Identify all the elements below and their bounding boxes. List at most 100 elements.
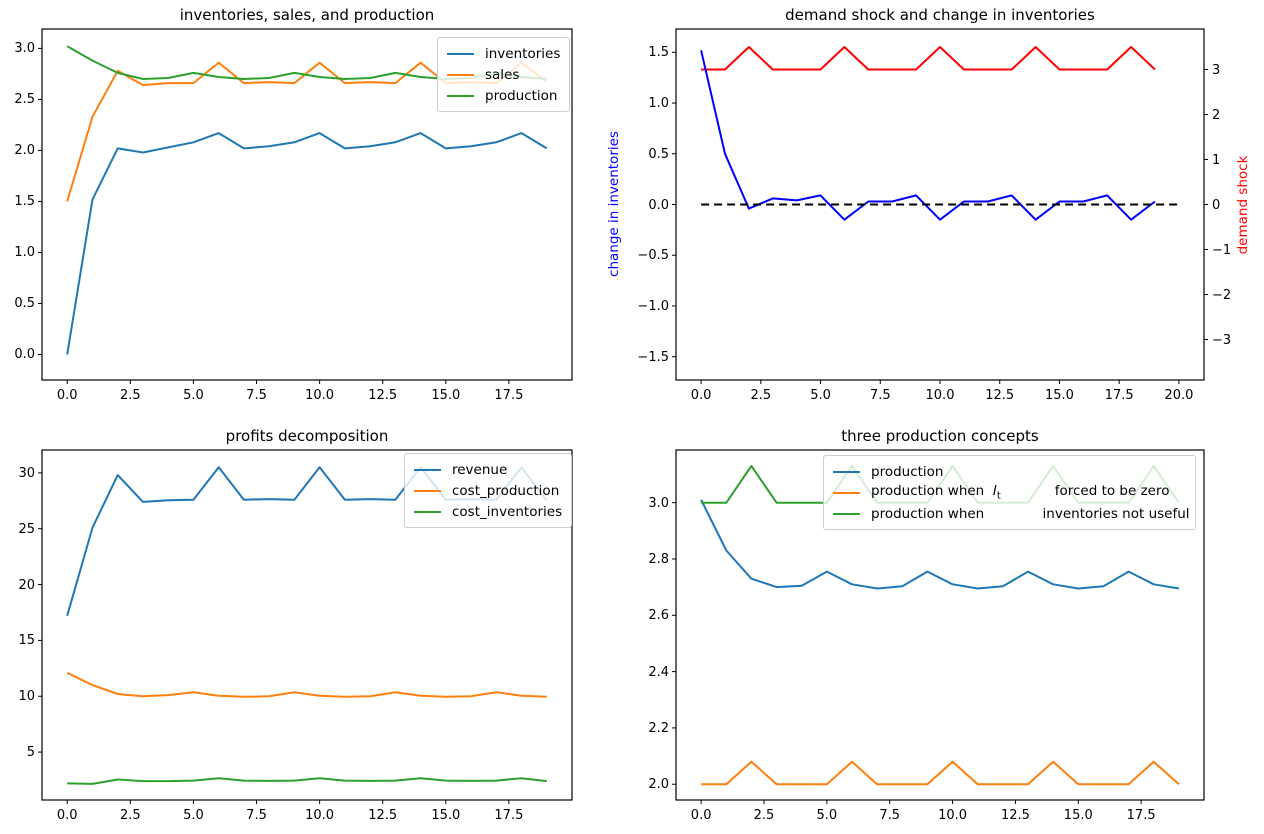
legend-line-swatch [833,491,860,494]
series-inventories [66,132,548,355]
legend-label-segment: production [871,463,944,480]
x-tick-label: 7.5 [246,388,267,403]
legend-label: cost_production [452,482,560,499]
legend: production production when It forced to be… [823,455,1196,530]
y-tick-label: 20 [18,577,35,593]
legend-item: sales [447,64,560,85]
x-tick-label: 17.5 [494,388,524,403]
x-tick-label: 15.0 [431,808,461,823]
y-tick-label: −1.5 [637,349,669,365]
y-right-tick-label: 1 [1212,152,1221,168]
y-tick-label: 2.8 [648,551,669,567]
legend-item: production when It forced to be zero [833,482,1186,503]
subplot3-title: profits decomposition [225,427,389,445]
y-tick-label: 30 [18,465,35,481]
legend-label: revenue [452,461,508,478]
x-tick-label: 15.0 [431,388,461,403]
legend-label-segment: forced to be zero [1054,483,1170,500]
y-tick-label: 0.0 [14,347,35,363]
legend-line-swatch [447,52,474,55]
x-tick-label: 7.5 [869,388,891,403]
legend-line-swatch [414,468,441,471]
legend-item: production [447,85,560,106]
x-tick-label: 12.5 [368,808,398,823]
y-tick-label: 10 [18,689,35,705]
legend: revenue cost_production cost_inventories [404,453,573,528]
y-tick-label: 1.0 [14,245,35,261]
x-tick-label: 5.0 [183,388,204,403]
x-tick-label: 10.0 [925,388,955,403]
legend-item: cost_production [414,480,562,501]
legend-item: revenue [414,459,562,480]
legend-item: production [833,461,1186,482]
y-tick-label: 2.0 [14,143,35,159]
y-tick-label: 2.4 [648,664,669,680]
y-tick-label: 0.5 [14,296,35,312]
x-tick-label: 2.5 [119,388,141,403]
x-tick-label: 5.0 [183,808,204,823]
legend-label: production when It forced to be zero [871,483,1170,502]
x-tick-label: 12.5 [368,388,398,403]
y-tick-label: 15 [18,633,35,649]
axes-frame [675,449,1205,801]
x-tick-label: 10.0 [938,808,968,823]
x-tick-label: 15.0 [1044,388,1074,403]
x-tick-label: 5.0 [816,808,838,823]
x-tick-label: 12.5 [1000,808,1030,823]
y-tick-label: 0.0 [648,197,669,213]
legend-line-swatch [447,94,474,97]
y-tick-label: 1.5 [648,45,669,61]
y-tick-label: 2.5 [14,92,35,108]
legend-line-swatch [833,512,860,515]
legend-label: production [871,464,944,480]
x-tick-label: 17.5 [1104,388,1134,403]
legend-item: inventories [447,43,560,64]
legend-label-segment: inventories not useful [1038,505,1190,522]
legend-label-segment: production when [871,483,993,500]
y-tick-label: −0.5 [637,248,669,264]
x-tick-label: 7.5 [879,808,901,823]
y-tick-label: 25 [18,521,35,537]
y-right-tick-label: −3 [1212,332,1232,348]
y-tick-label: 3.0 [14,41,35,57]
legend-label: inventories [485,45,561,62]
legend-label-segment: production when [871,505,985,522]
y-right-tick-label: 0 [1212,197,1221,213]
y-tick-label: 0.5 [648,146,669,162]
y-tick-label: 2.6 [648,608,669,624]
legend-label: production [485,87,558,104]
legend-label: cost_inventories [452,503,563,520]
y-tick-label: 5 [26,745,35,761]
x-tick-label: 10.0 [305,808,335,823]
legend-line-swatch [447,73,474,76]
legend: inventories sales production [437,37,571,112]
x-tick-label: 10.0 [305,388,335,403]
axes-frame [675,28,1205,381]
legend-line-swatch [414,489,441,492]
legend-line-swatch [833,470,860,473]
x-tick-label: 7.5 [246,808,267,823]
x-tick-label: 2.5 [119,808,141,823]
x-tick-label: 20.0 [1164,388,1194,403]
x-tick-label: 2.5 [750,388,772,403]
x-tick-label: 12.5 [985,388,1015,403]
legend-label-segment: I [992,483,997,500]
legend-label: sales [485,66,520,83]
x-tick-label: 0.0 [56,808,78,823]
y-tick-label: 1.5 [14,194,35,210]
y-right-tick-label: −1 [1212,242,1232,258]
legend-item: cost_inventories [414,501,562,522]
y-tick-label: 3.0 [648,495,669,511]
x-tick-label: 0.0 [56,388,78,403]
series-cost-inventories [67,777,547,785]
y-tick-label: −1.0 [637,298,669,314]
y-tick-label: 2.2 [648,720,669,736]
x-tick-label: 15.0 [1063,808,1093,823]
y-right-tick-label: −2 [1212,287,1232,303]
axes-frame [41,449,573,801]
series-change-in-inventories [700,50,1156,221]
y-tick-label: 1.0 [648,96,669,112]
legend-label: production when inventories not useful [871,506,1190,522]
